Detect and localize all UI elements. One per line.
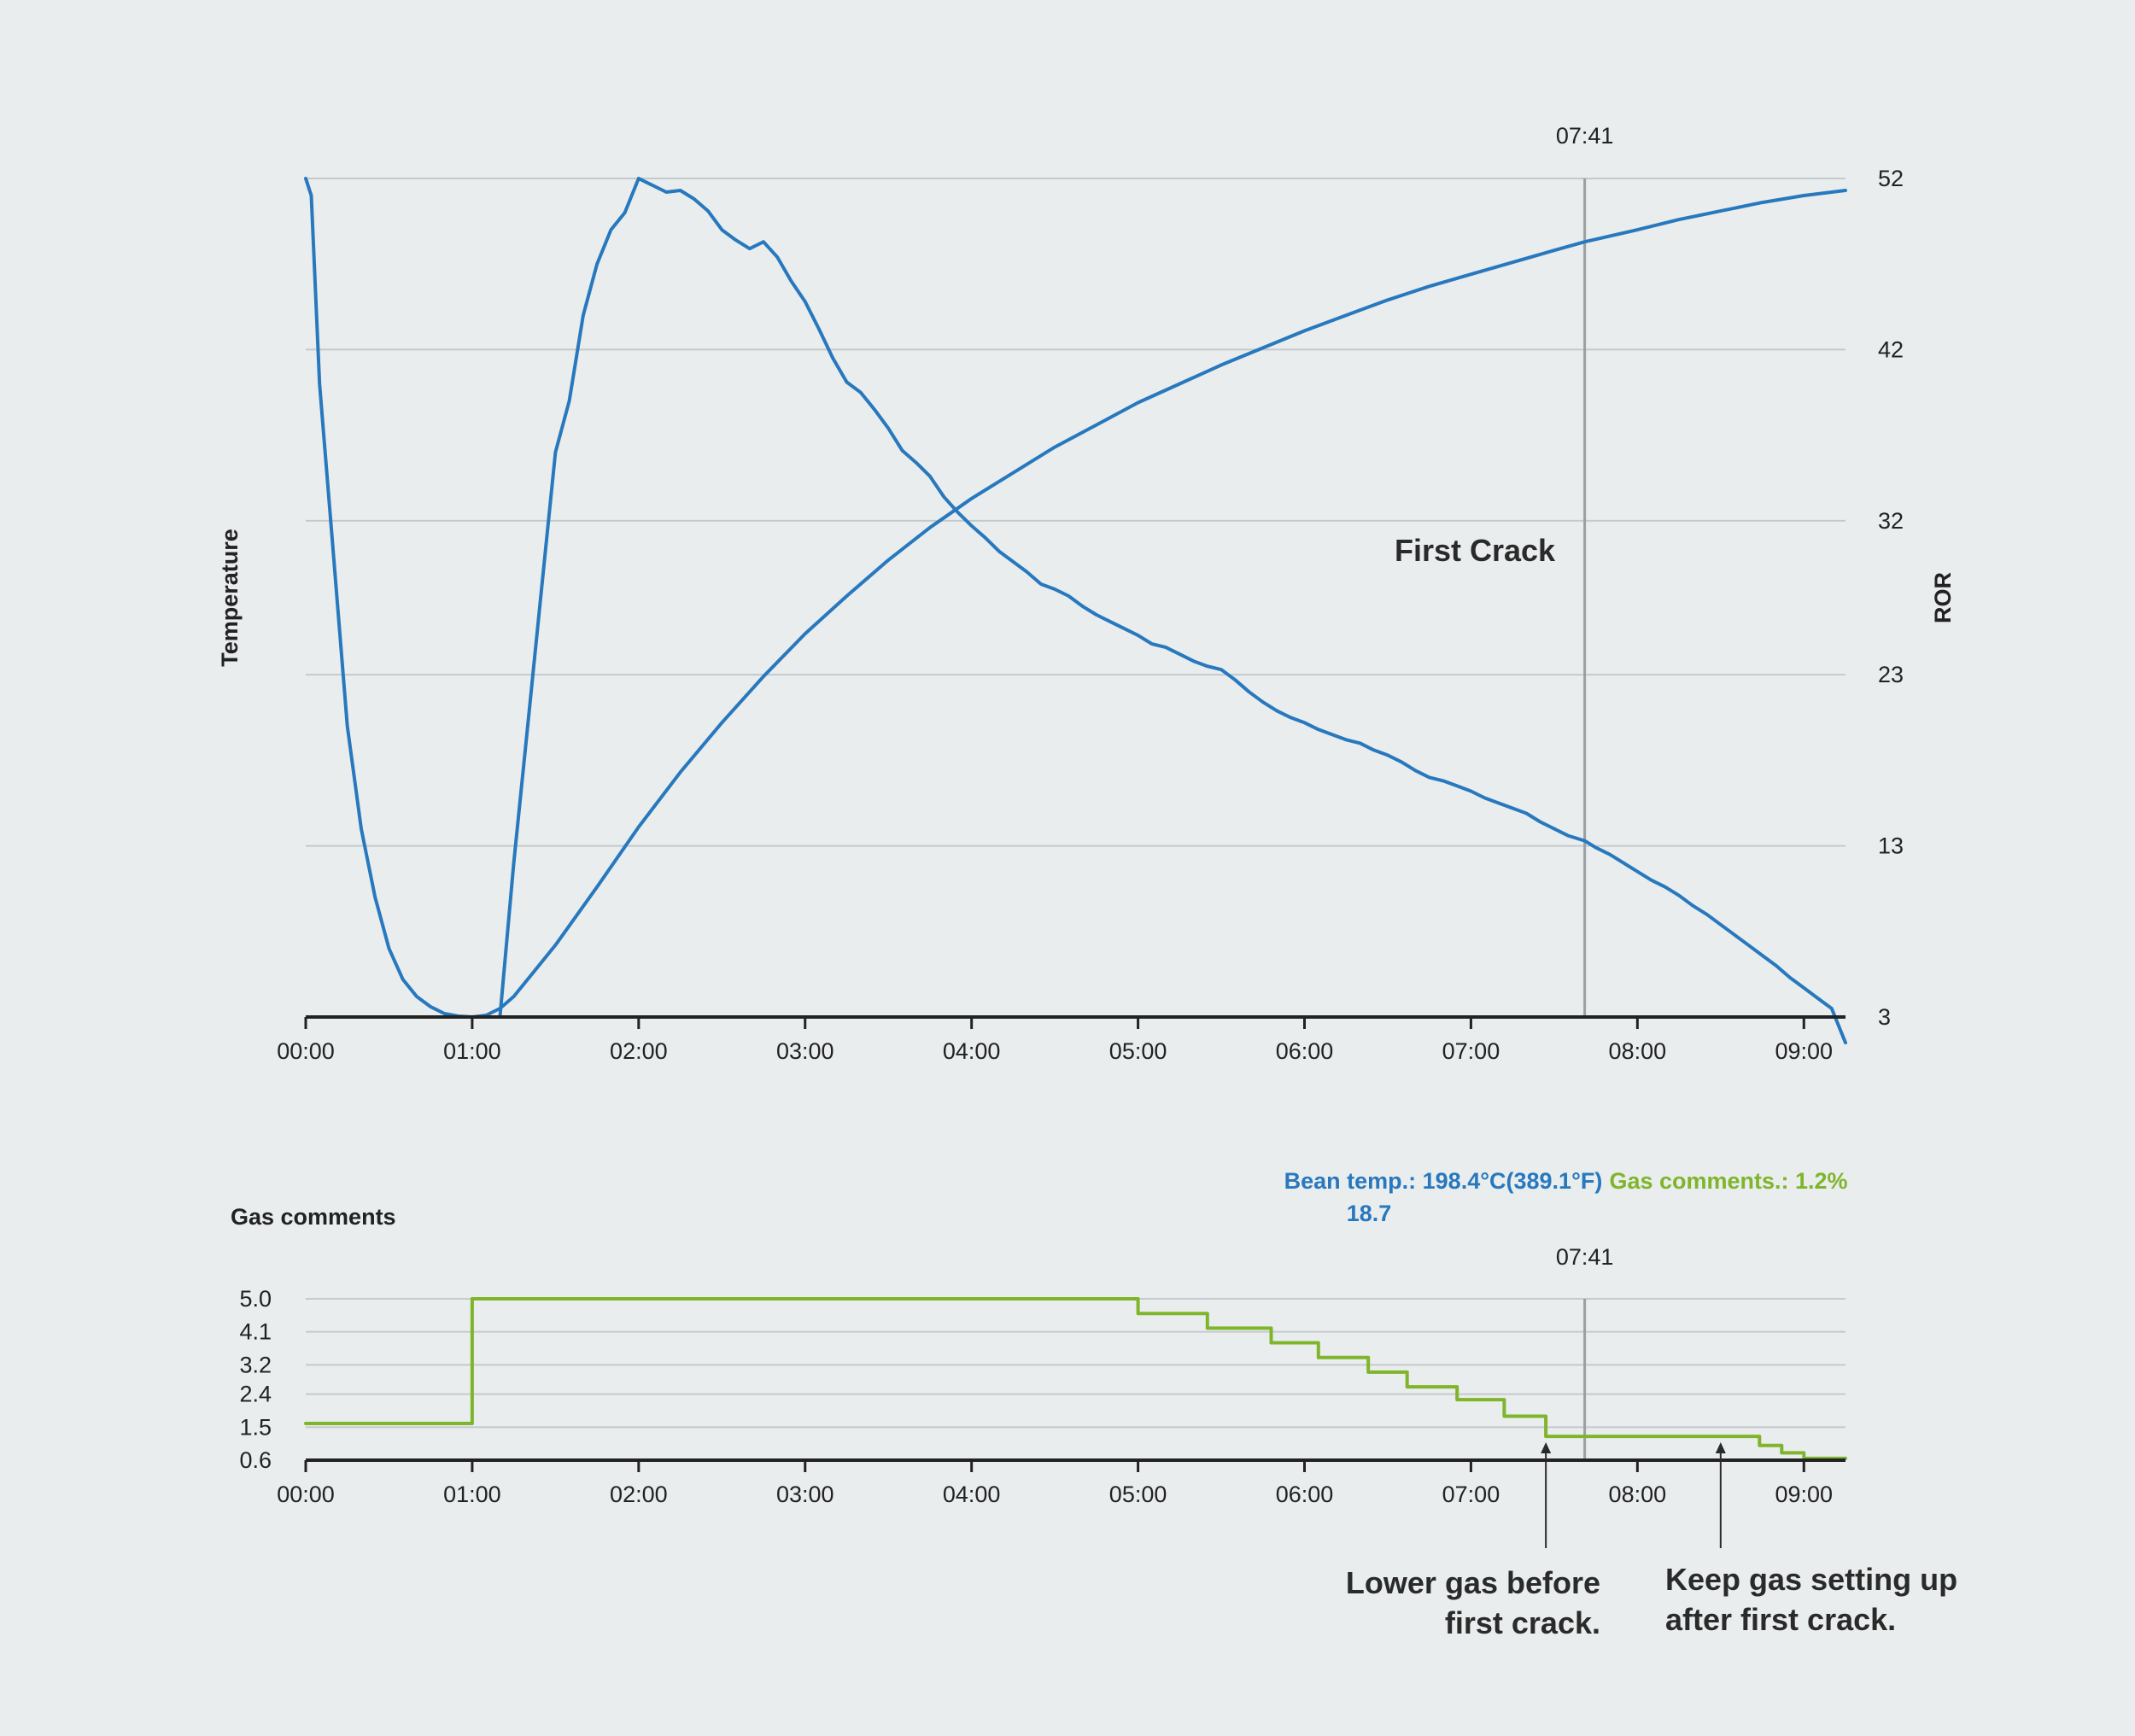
ror-readout: 18.7 [1347, 1201, 1392, 1226]
annotation-text-line: after first crack. [1665, 1602, 1896, 1637]
bottom-grid [306, 1298, 1845, 1429]
y-tick-label: 13 [1878, 833, 1904, 859]
annotation-keep-gas: Keep gas setting up after first crack. [1665, 1442, 1957, 1637]
y-tick-label: 3 [1878, 1004, 1891, 1030]
annotation-text-line: Lower gas before [1346, 1565, 1600, 1600]
x-tick-label: 03:00 [776, 1482, 834, 1507]
top-series-group [304, 177, 1847, 1045]
annotation-text-line: first crack. [1445, 1605, 1600, 1640]
x-tick-label: 01:00 [443, 1482, 501, 1507]
y-tick-label: 4.1 [239, 1319, 272, 1345]
first-crack-annotation: First Crack [1395, 533, 1556, 568]
temperature-curve [304, 177, 1847, 1019]
y-tick-label: 1.5 [239, 1414, 272, 1440]
gas-chart: Gas comments 07:41 00:00 01:00 02:00 03:00 0… [231, 1204, 1957, 1640]
x-tick-label: 09:00 [1775, 1038, 1833, 1064]
x-tick-label: 08:00 [1609, 1482, 1667, 1507]
x-tick-label: 05:00 [1109, 1482, 1167, 1507]
bottom-x-ticks: 00:00 01:00 02:00 03:00 04:00 05:00 06:00 07:00… [277, 1460, 1833, 1507]
x-tick-label: 07:00 [1442, 1038, 1500, 1064]
annotation-lower-gas: Lower gas before first crack. [1346, 1442, 1600, 1640]
top-y-ticks: 3 13 23 32 42 52 [1878, 166, 1904, 1030]
x-tick-label: 06:00 [1276, 1482, 1334, 1507]
gas-chart-title: Gas comments [231, 1204, 396, 1230]
top-grid [306, 178, 1845, 847]
ror-curve [498, 177, 1847, 1045]
y-tick-label: 5.0 [239, 1286, 272, 1312]
x-tick-label: 04:00 [943, 1482, 1001, 1507]
x-tick-label: 04:00 [943, 1038, 1001, 1064]
annotation-text-line: Keep gas setting up [1665, 1562, 1957, 1597]
y-tick-label: 3.2 [239, 1352, 272, 1377]
y-tick-label: 23 [1878, 662, 1904, 687]
first-crack-time-label: 07:41 [1556, 123, 1614, 149]
arrow-up-icon [1541, 1442, 1552, 1453]
x-tick-label: 03:00 [776, 1038, 834, 1064]
bottom-y-ticks: 0.6 1.5 2.4 3.2 4.1 5.0 [239, 1286, 272, 1473]
bottom-series-group [304, 1297, 1847, 1460]
gas-marker-time-label: 07:41 [1556, 1244, 1614, 1270]
y-tick-label: 32 [1878, 508, 1904, 534]
x-tick-label: 07:00 [1442, 1482, 1500, 1507]
bean-temp-readout: Bean temp.: 198.4°C(389.1°F) [1284, 1168, 1603, 1194]
ror-axis-label: ROR [1930, 572, 1956, 623]
x-tick-label: 08:00 [1609, 1038, 1667, 1064]
x-tick-label: 01:00 [443, 1038, 501, 1064]
temperature-axis-label: Temperature [217, 529, 243, 667]
top-x-ticks: 00:00 01:00 02:00 03:00 04:00 05:00 06:00 07:00… [277, 1017, 1833, 1064]
y-tick-label: 42 [1878, 336, 1904, 362]
y-tick-label: 0.6 [239, 1447, 272, 1473]
y-tick-label: 52 [1878, 166, 1904, 191]
y-tick-label: 2.4 [239, 1382, 272, 1407]
x-tick-label: 00:00 [277, 1482, 335, 1507]
arrow-up-icon [1715, 1442, 1726, 1453]
x-tick-label: 02:00 [610, 1482, 668, 1507]
gas-step-line [304, 1297, 1847, 1460]
x-tick-label: 05:00 [1109, 1038, 1167, 1064]
cursor-readout: Bean temp.: 198.4°C(389.1°F) 18.7 Gas co… [1284, 1168, 1848, 1226]
temperature-ror-chart: 07:41 00:00 01:00 02:00 03:00 04:00 05:00 06:0… [217, 123, 1956, 1064]
gas-readout: Gas comments.: 1.2% [1609, 1168, 1847, 1194]
x-tick-label: 00:00 [277, 1038, 335, 1064]
x-tick-label: 09:00 [1775, 1482, 1833, 1507]
x-tick-label: 02:00 [610, 1038, 668, 1064]
x-tick-label: 06:00 [1276, 1038, 1334, 1064]
